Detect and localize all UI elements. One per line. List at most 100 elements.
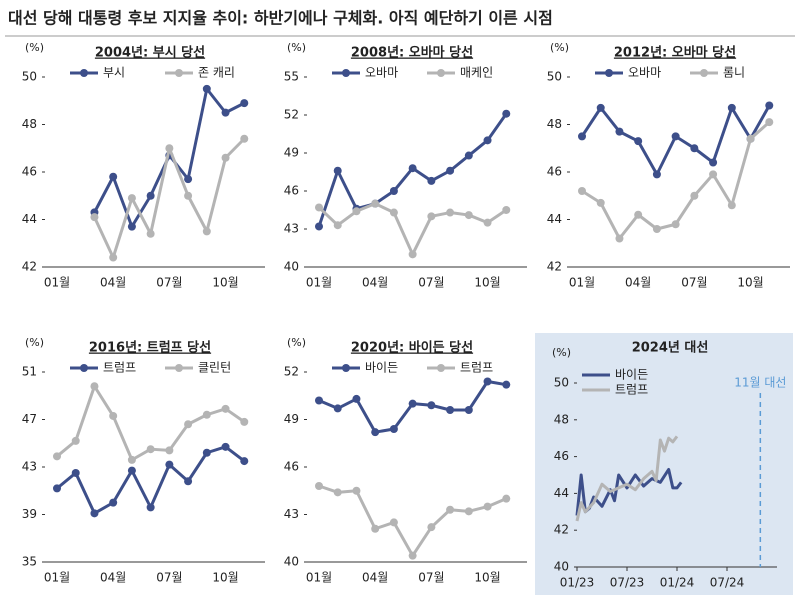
- point: [146, 191, 155, 200]
- point: [333, 166, 342, 175]
- point: [371, 524, 380, 533]
- x-tick-label: 07/24: [710, 576, 745, 590]
- x-tick-label: 04월: [362, 276, 388, 290]
- legend-label: 매케인: [460, 66, 493, 80]
- x-tick-label: 01월: [44, 571, 70, 585]
- point: [765, 118, 774, 127]
- y-tick-label: 40: [554, 560, 569, 574]
- point: [427, 401, 436, 410]
- legend-label: 존 캐리: [198, 66, 235, 80]
- y-tick-label: 44: [22, 212, 37, 226]
- point: [615, 127, 624, 136]
- point: [483, 377, 492, 386]
- point: [371, 199, 380, 208]
- point: [671, 220, 680, 229]
- y-tick-label: 40: [284, 555, 299, 569]
- y-tick-label: 51: [22, 365, 37, 379]
- point: [184, 477, 193, 486]
- x-tick-label: 04월: [100, 276, 126, 290]
- point: [502, 494, 511, 503]
- point: [165, 460, 174, 469]
- point: [709, 158, 718, 167]
- point: [90, 382, 99, 391]
- y-tick-label: 44: [547, 212, 562, 226]
- legend-label: 오바마: [628, 66, 661, 80]
- x-tick-label: 07/23: [610, 576, 645, 590]
- x-tick-label: 10월: [474, 571, 500, 585]
- panel-title: 2016년: 트럼프 당선: [89, 340, 211, 356]
- point: [446, 208, 455, 217]
- point: [408, 250, 417, 259]
- legend-label: 클린턴: [198, 361, 231, 375]
- point: [315, 222, 323, 231]
- page-title: 대선 당해 대통령 후보 지지율 추이: 하반기에나 구체화. 아직 예단하기 …: [8, 9, 553, 28]
- point: [146, 229, 155, 238]
- point: [333, 221, 342, 230]
- point: [315, 203, 323, 212]
- y-tick-label: 46: [284, 184, 299, 198]
- legend-marker: [80, 364, 88, 372]
- point: [727, 103, 736, 112]
- point: [53, 484, 61, 493]
- point: [165, 144, 174, 153]
- point: [690, 191, 699, 200]
- series-line: [317, 202, 508, 256]
- y-tick-label: 50: [22, 70, 37, 84]
- point: [483, 136, 492, 145]
- y-tick-label: 42: [554, 523, 569, 537]
- point: [690, 144, 699, 153]
- legend-marker: [605, 69, 613, 77]
- point: [90, 509, 99, 518]
- y-tick-label: 50: [547, 70, 562, 84]
- x-tick-label: 10월: [212, 571, 238, 585]
- point: [127, 194, 136, 203]
- point: [502, 109, 511, 118]
- x-tick-label: 01/23: [560, 576, 595, 590]
- x-tick-label: 07월: [418, 276, 444, 290]
- point: [596, 103, 605, 112]
- point: [502, 206, 511, 214]
- y-unit: (%): [550, 41, 569, 54]
- point: [184, 191, 193, 200]
- point: [502, 380, 511, 389]
- y-tick-label: 35: [22, 555, 37, 569]
- panel-title: 2004년: 부시 당선: [95, 45, 205, 61]
- point: [221, 153, 230, 162]
- point: [240, 457, 249, 466]
- panel-title: 2008년: 오바마 당선: [351, 45, 473, 61]
- legend-marker: [437, 69, 445, 77]
- panel-title: 2024년 대선: [632, 340, 709, 356]
- point: [53, 452, 61, 461]
- x-tick-label: 04월: [362, 571, 388, 585]
- x-tick-label: 04월: [625, 276, 651, 290]
- point: [315, 396, 323, 405]
- point: [634, 137, 643, 146]
- y-tick-label: 43: [284, 507, 299, 521]
- point: [127, 466, 136, 475]
- point: [464, 406, 473, 414]
- y-tick-label: 40: [284, 260, 299, 274]
- y-tick-label: 43: [284, 222, 299, 236]
- point: [578, 187, 586, 195]
- legend-marker: [80, 69, 88, 77]
- point: [727, 201, 736, 210]
- x-tick-label: 10월: [737, 276, 763, 290]
- point: [634, 210, 643, 219]
- point: [221, 108, 230, 117]
- point: [240, 417, 249, 426]
- y-tick-label: 48: [554, 412, 569, 426]
- y-tick-label: 42: [22, 260, 37, 274]
- point: [464, 211, 473, 220]
- y-tick-label: 49: [284, 146, 299, 160]
- election-label: 11월 대선: [734, 376, 786, 390]
- y-tick-label: 46: [22, 165, 37, 179]
- series-line: [56, 445, 246, 515]
- legend-label: 부시: [103, 66, 125, 80]
- y-tick-label: 52: [284, 365, 299, 379]
- y-tick-label: 50: [554, 376, 569, 390]
- x-tick-label: 01월: [44, 276, 70, 290]
- panel-title: 2020년: 바이든 당선: [351, 340, 473, 356]
- x-tick-label: 10월: [212, 276, 238, 290]
- legend-label: 트럼프: [103, 361, 136, 375]
- point: [483, 218, 492, 227]
